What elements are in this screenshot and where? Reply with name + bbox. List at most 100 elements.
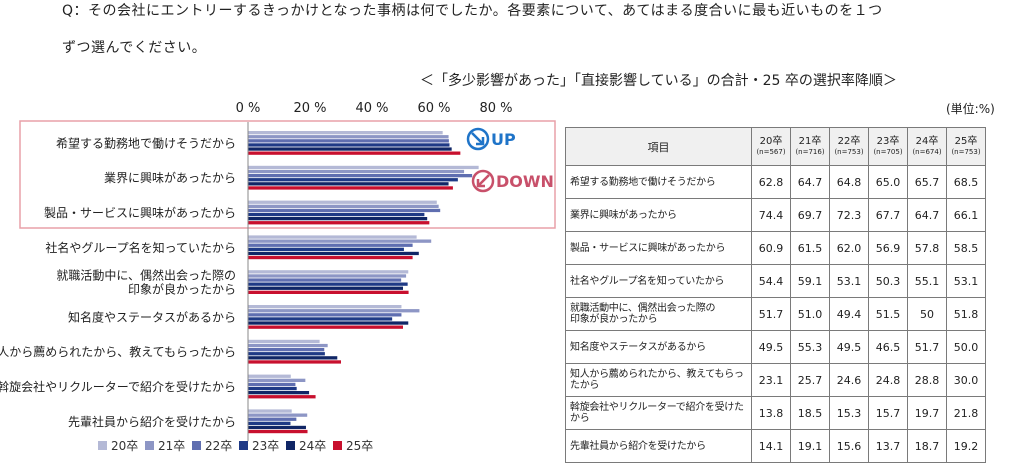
- bar: [248, 282, 408, 286]
- table-header-sample-size: (n=674): [912, 147, 942, 156]
- table-cell-value: 15.3: [829, 396, 869, 430]
- category-label: 知名度やステータスがあるから: [68, 309, 236, 324]
- table-cell-value: 51.7: [751, 297, 791, 331]
- bar: [248, 204, 439, 208]
- table-cell-value: 46.5: [868, 330, 908, 364]
- x-tick-label: 80 %: [479, 101, 512, 116]
- table-cell-value: 57.8: [907, 231, 947, 265]
- legend-label: 21卒: [158, 439, 185, 453]
- bar: [248, 217, 428, 221]
- bar: [248, 286, 403, 290]
- up-arrow-icon: [466, 127, 490, 151]
- table-cell-value: 53.1: [946, 264, 986, 298]
- table-body: 希望する勤務地で働けそうだから 62.8 64.7 64.8 65.0 65.7 68.5 業…: [565, 165, 986, 463]
- table-cell-value: 58.5: [946, 231, 986, 265]
- bar: [248, 169, 465, 174]
- table-cell-value: 51.8: [946, 297, 986, 331]
- category-label: 希望する勤務地で働けそうだから: [56, 135, 236, 150]
- table-header-sample-size: (n=753): [834, 147, 864, 156]
- up-label: UP: [491, 130, 516, 149]
- bar-chart: 0 % 20 % 40 % 60 % 80 % 希望する勤務地で働けそうだから業界に興味…: [0, 101, 556, 453]
- bar: [248, 221, 430, 225]
- bar: [248, 352, 325, 356]
- bar: [248, 178, 458, 182]
- legend: 20卒 21卒 22卒 23卒 24卒 25卒: [98, 439, 373, 453]
- table-cell-value: 49.5: [829, 330, 869, 364]
- table-cell-value: 74.4: [751, 198, 791, 232]
- bar: [248, 417, 297, 421]
- x-tick-label: 60 %: [417, 101, 450, 116]
- bar: [248, 305, 402, 309]
- bar: [248, 243, 413, 247]
- bar: [248, 409, 292, 413]
- bar: [248, 348, 325, 352]
- bar: [248, 313, 402, 317]
- bar: [248, 274, 407, 278]
- bar: [248, 378, 306, 382]
- table-header-year-label: 20卒: [759, 135, 783, 147]
- table-cell-value: 18.7: [907, 429, 947, 463]
- category-label: 社名やグループ名を知っていたから: [45, 240, 236, 255]
- legend-swatch: [145, 441, 154, 450]
- table-row-label: 業界に興味があったから: [565, 198, 752, 232]
- x-tick-label: 40 %: [355, 101, 388, 116]
- bar: [248, 239, 432, 243]
- table-cell-value: 62.8: [751, 165, 791, 199]
- up-badge: UP: [466, 127, 516, 151]
- data-table: 項目 20卒 (n=567) 21卒 (n=716) 22卒 (n=753) 23卒 (n=7…: [565, 127, 986, 463]
- legend-label: 24卒: [299, 439, 326, 453]
- table-cell-value: 66.1: [946, 198, 986, 232]
- category-label: 業界に興味があったから: [104, 170, 236, 185]
- bar: [248, 309, 420, 313]
- bar: [248, 339, 320, 344]
- bar: [248, 386, 297, 391]
- question-line-1: Q：その会社にエントリーするきっかけとなった事柄は何でしたか。各要素について、あ…: [62, 3, 883, 19]
- table-cell-value: 14.1: [751, 429, 791, 463]
- bar: [248, 147, 452, 151]
- table-cell-value: 23.1: [751, 363, 791, 397]
- table-row: 希望する勤務地で働けそうだから 62.8 64.7 64.8 65.0 65.7 68.5: [565, 165, 986, 199]
- category-label-line: 就職活動中に、偶然出会った際の: [56, 268, 236, 283]
- bar: [248, 317, 393, 321]
- question-line-2: ずつ選んでください。: [62, 40, 207, 56]
- table-cell-value: 15.6: [829, 429, 869, 463]
- down-arrow-icon-stroke: [476, 174, 490, 188]
- bar: [248, 235, 417, 239]
- table-header-item: 項目: [565, 127, 752, 166]
- table-cell-value: 65.7: [907, 165, 947, 199]
- table-header-year-label: 25卒: [954, 135, 978, 147]
- bar: [248, 255, 413, 260]
- table-row-label: 製品・サービスに興味があったから: [565, 231, 752, 265]
- table-header-year: 20卒 (n=567): [751, 127, 791, 166]
- bar: [248, 151, 461, 155]
- table-cell-value: 55.1: [907, 264, 947, 298]
- table-row-label: 知人から薦められたから、教えてもらったから: [565, 363, 752, 397]
- bar: [248, 290, 409, 294]
- table-cell-value: 51.0: [790, 297, 830, 331]
- category-label-line: 印象が良かったから: [128, 282, 236, 297]
- table-cell-value: 19.2: [946, 429, 986, 463]
- table-row-label: 先輩社員から紹介を受けたから: [565, 429, 752, 463]
- table-row: 社名やグループ名を知っていたから 54.4 59.1 53.1 50.3 55.1 53.1: [565, 264, 986, 298]
- x-axis-ticks: 0 % 20 % 40 % 60 % 80 %: [236, 101, 513, 116]
- unit-label: (単位:%): [946, 102, 995, 116]
- legend-label: 22卒: [205, 439, 232, 453]
- table-header-year-label: 22卒: [837, 135, 861, 147]
- down-label: DOWN: [496, 172, 554, 191]
- table-row-label: 斡旋会社やリクルーターで紹介を受けたから: [565, 396, 752, 430]
- bar: [248, 174, 473, 178]
- table-cell-value: 19.1: [790, 429, 830, 463]
- table-header-year: 21卒 (n=716): [790, 127, 830, 166]
- table-cell-value: 15.7: [868, 396, 908, 430]
- bar: [248, 131, 443, 135]
- table-cell-value: 21.8: [946, 396, 986, 430]
- legend-swatch: [192, 441, 201, 450]
- table-cell-value: 62.0: [829, 231, 869, 265]
- table-header-year: 22卒 (n=753): [829, 127, 869, 166]
- table-row-label: 就職活動中に、偶然出会った際の 印象が良かったから: [565, 297, 752, 331]
- table-header-sample-size: (n=705): [873, 147, 903, 156]
- table-row-label: 希望する勤務地で働けそうだから: [565, 165, 752, 199]
- table-cell-value: 13.8: [751, 396, 791, 430]
- bar: [248, 143, 450, 147]
- table-cell-value: 64.8: [829, 165, 869, 199]
